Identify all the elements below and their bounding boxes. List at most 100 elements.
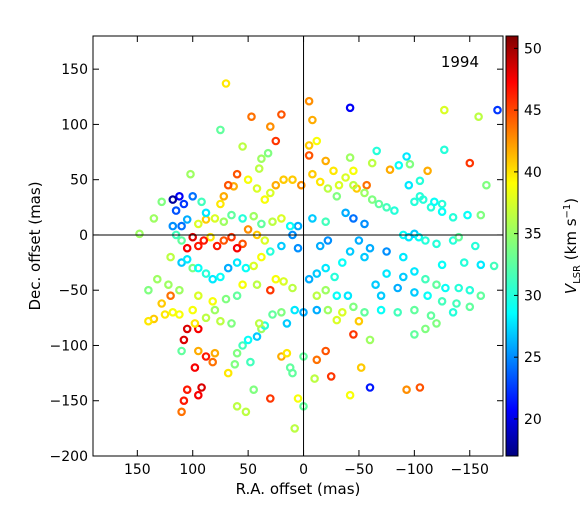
- maser-spot-21: [349, 166, 358, 176]
- maser-spot-198: [206, 232, 215, 242]
- maser-spot-211: [219, 217, 229, 227]
- maser-spot-268: [423, 291, 432, 301]
- maser-spot-234: [271, 180, 281, 190]
- maser-spot-38: [404, 180, 414, 190]
- colorbar-tick-label: 50: [524, 41, 542, 57]
- maser-spot-183: [293, 221, 303, 231]
- colorbar-tick-label: 35: [524, 227, 542, 243]
- maser-spot-231: [252, 184, 262, 193]
- maser-spot-118: [277, 307, 286, 317]
- maser-spot-113: [252, 332, 262, 341]
- maser-spot-92: [365, 335, 375, 345]
- maser-spot-85: [312, 305, 322, 315]
- maser-spot-260: [223, 263, 233, 273]
- maser-spot-16: [304, 151, 314, 160]
- maser-spot-48: [437, 199, 447, 209]
- maser-spot-43: [448, 213, 458, 222]
- maser-spot-57: [470, 241, 480, 251]
- maser-spot-242: [341, 173, 350, 182]
- maser-spot-245: [367, 195, 377, 204]
- maser-spot-80: [376, 305, 386, 315]
- maser-spot-81: [360, 307, 369, 317]
- maser-spot-12: [257, 154, 266, 164]
- maser-spot-106: [293, 394, 303, 403]
- maser-spot-175: [345, 247, 355, 256]
- maser-spot-87: [290, 305, 300, 315]
- maser-spot-264: [257, 252, 266, 262]
- x-tick-label: −50: [344, 462, 374, 478]
- maser-spot-261: [232, 258, 242, 267]
- maser-spot-61: [437, 260, 447, 270]
- maser-spot-266: [393, 283, 403, 293]
- maser-spot-28: [402, 152, 411, 161]
- maser-spot-240: [323, 184, 333, 193]
- maser-spot-128: [230, 359, 240, 369]
- maser-spot-216: [268, 217, 277, 227]
- maser-spot-269: [437, 296, 447, 306]
- maser-spot-5: [247, 112, 256, 122]
- maser-spot-168: [279, 277, 288, 286]
- maser-spot-109: [249, 385, 259, 395]
- y-axis-label: Dec. offset (mas): [26, 181, 44, 310]
- maser-spot-188: [277, 241, 286, 251]
- maser-spot-11: [265, 122, 275, 131]
- maser-spot-176: [354, 236, 364, 245]
- maser-spot-195: [227, 232, 236, 242]
- maser-spot-60: [489, 261, 499, 271]
- maser-spot-124: [241, 407, 251, 417]
- maser-spot-262: [241, 263, 251, 273]
- maser-spot-33: [482, 180, 491, 190]
- maser-spot-265: [376, 291, 386, 301]
- maser-spot-27: [394, 161, 404, 170]
- maser-spot-67: [382, 269, 391, 278]
- x-tick-label: 50: [239, 462, 257, 478]
- maser-spot-89: [332, 315, 342, 325]
- maser-spot-84: [323, 305, 333, 315]
- maser-spot-209: [201, 215, 211, 224]
- y-tick-label: −50: [58, 283, 88, 299]
- maser-spot-219: [175, 192, 184, 201]
- maser-spot-93: [410, 330, 419, 339]
- maser-spot-154: [157, 299, 167, 308]
- maser-spot-13: [263, 148, 273, 158]
- maser-spot-143: [227, 319, 236, 328]
- maser-spot-235: [279, 175, 288, 185]
- maser-spot-170: [304, 274, 314, 284]
- maser-spot-215: [257, 219, 266, 229]
- maser-spot-217: [277, 214, 286, 223]
- maser-spot-225: [201, 208, 211, 218]
- maser-spot-223: [188, 192, 198, 201]
- maser-spot-24: [367, 158, 377, 168]
- maser-spot-100: [402, 385, 411, 395]
- maser-spot-181: [321, 217, 331, 227]
- maser-spot-254: [182, 254, 192, 264]
- maser-spot-220: [179, 199, 189, 209]
- maser-spot-167: [271, 274, 281, 284]
- maser-spot-185: [315, 241, 325, 251]
- maser-spot-142: [177, 407, 186, 417]
- maser-spot-186: [323, 236, 333, 245]
- maser-spot-270: [452, 299, 461, 308]
- maser-spot-59: [476, 260, 486, 270]
- maser-spot-208: [194, 219, 203, 229]
- maser-spot-90: [354, 316, 364, 326]
- maser-spot-101: [415, 383, 425, 392]
- maser-spot-207: [182, 215, 192, 224]
- maser-spot-103: [326, 372, 336, 381]
- y-tick-label: −200: [50, 449, 88, 465]
- maser-spot-56: [454, 232, 464, 242]
- x-tick-label: 100: [179, 462, 206, 478]
- maser-spot-42: [437, 207, 447, 217]
- data-points: [135, 79, 502, 433]
- maser-spot-121: [282, 348, 292, 358]
- maser-spot-62: [398, 252, 408, 262]
- maser-spot-7: [304, 96, 314, 106]
- y-tick-label: −100: [50, 338, 88, 354]
- maser-spot-15: [312, 136, 322, 146]
- maser-spot-102: [345, 390, 355, 400]
- maser-spot-212: [227, 210, 236, 220]
- maser-spot-71: [432, 280, 441, 290]
- maser-spot-72: [441, 283, 450, 293]
- maser-spot-146: [201, 313, 211, 323]
- maser-spot-134: [179, 335, 189, 345]
